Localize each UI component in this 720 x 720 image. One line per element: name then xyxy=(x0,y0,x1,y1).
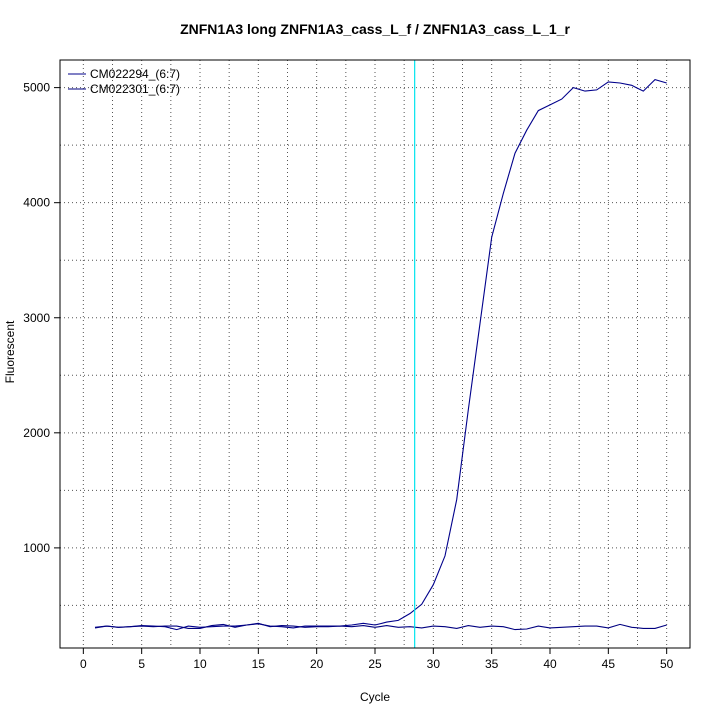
grid xyxy=(60,60,690,648)
series-line-1 xyxy=(94,78,667,631)
chart-title: ZNFN1A3 long ZNFN1A3_cass_L_f / ZNFN1A3_… xyxy=(180,21,570,37)
x-tick-label: 15 xyxy=(252,657,266,671)
x-tick-label: 10 xyxy=(193,657,207,671)
y-tick-label: 2000 xyxy=(23,426,50,440)
legend: CM022294_(6:7)CM022301_(6:7) xyxy=(68,67,180,96)
x-tick-label: 0 xyxy=(80,657,87,671)
x-tick-label: 40 xyxy=(543,657,557,671)
x-axis-label: Cycle xyxy=(360,690,390,704)
x-tick-label: 5 xyxy=(138,657,145,671)
x-axis: 0 5 10 15 20 25 30 35 40 45 50 xyxy=(80,648,674,671)
legend-label-1: CM022294_(6:7) xyxy=(90,67,180,81)
y-tick-label: 5000 xyxy=(23,81,50,95)
series-line-2 xyxy=(94,622,667,631)
legend-label-2: CM022301_(6:7) xyxy=(90,82,180,96)
y-axis-label: Fluorescent xyxy=(3,320,17,383)
y-tick-label: 3000 xyxy=(23,311,50,325)
x-tick-label: 45 xyxy=(602,657,616,671)
x-tick-label: 20 xyxy=(310,657,324,671)
y-tick-label: 1000 xyxy=(23,541,50,555)
x-tick-label: 35 xyxy=(485,657,499,671)
y-tick-label: 4000 xyxy=(23,196,50,210)
series-layer xyxy=(94,78,667,631)
x-tick-label: 50 xyxy=(660,657,674,671)
x-tick-label: 30 xyxy=(427,657,441,671)
x-tick-label: 25 xyxy=(368,657,382,671)
y-axis: 1000 2000 3000 4000 5000 xyxy=(23,81,60,555)
